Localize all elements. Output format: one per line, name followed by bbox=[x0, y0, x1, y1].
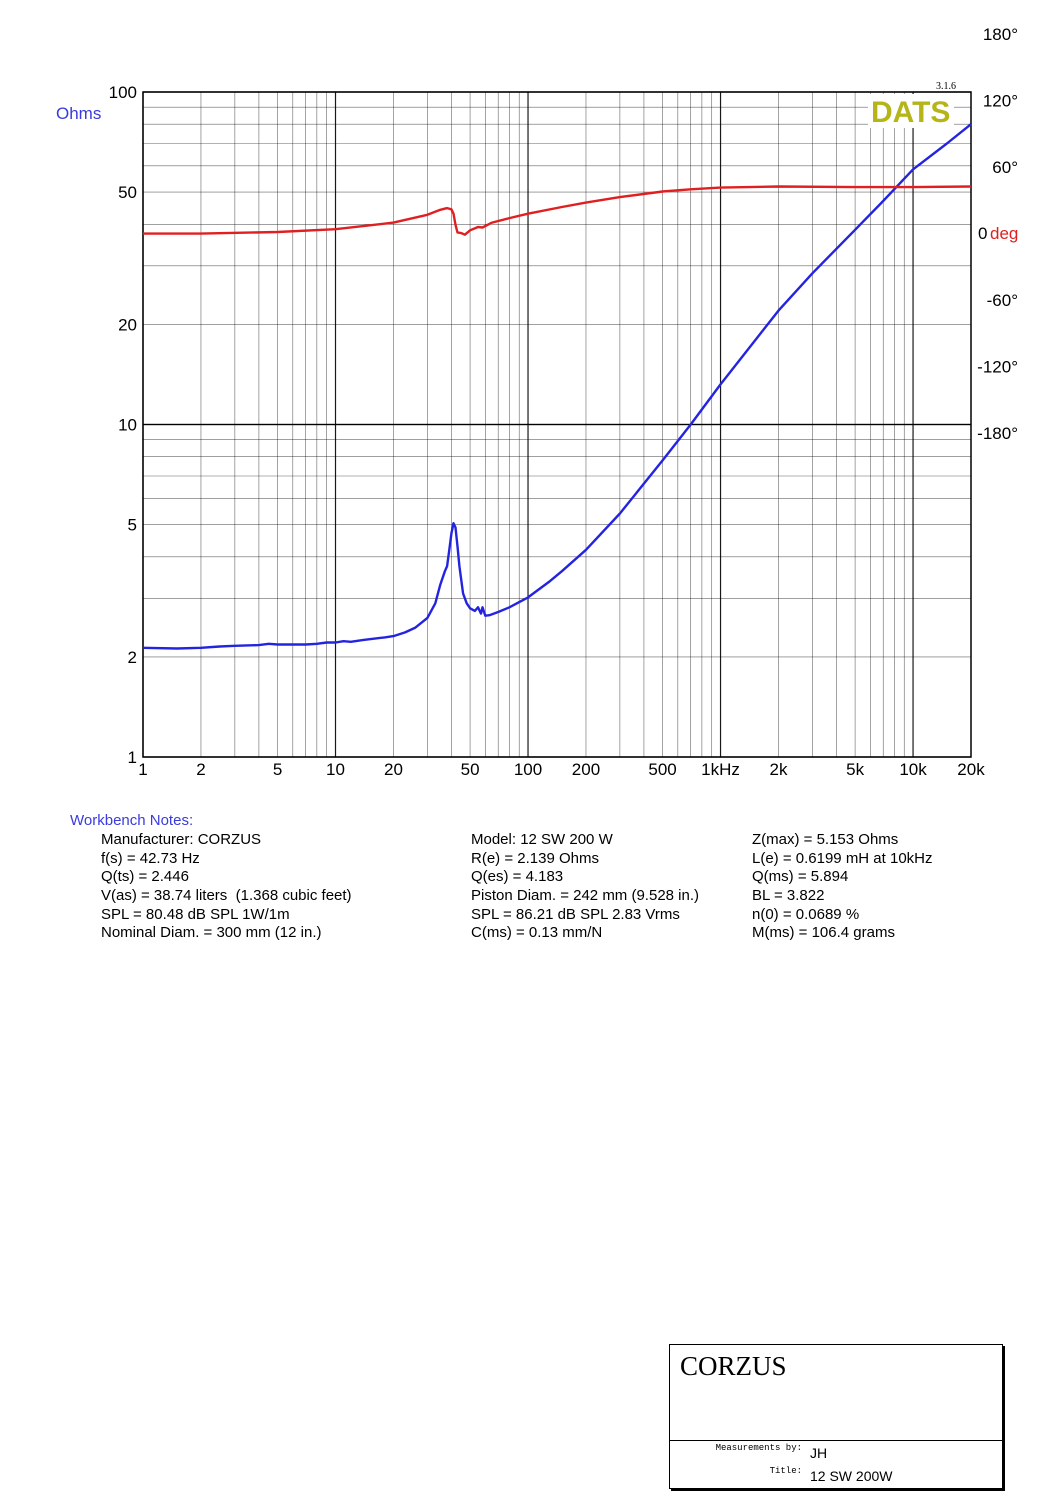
y-right-tick-label: 120° bbox=[983, 92, 1018, 111]
version-label: 3.1.6 bbox=[936, 81, 956, 92]
y-left-tick-label: 20 bbox=[118, 315, 137, 334]
x-tick-label: 200 bbox=[572, 760, 600, 779]
x-tick-label: 5k bbox=[846, 760, 864, 779]
note-line: BL = 3.822 bbox=[752, 887, 825, 905]
y-left-tick-label: 2 bbox=[128, 648, 137, 667]
note-line: Q(es) = 4.183 bbox=[471, 868, 564, 886]
notes-column-2: Model: 12 SW 200 W R(e) = 2.139 Ohms Q(es)… bbox=[471, 831, 699, 943]
x-tick-label: 10 bbox=[326, 760, 345, 779]
y-left-axis-ticks: 1 2 5 10 20 50 100 bbox=[109, 83, 137, 767]
x-tick-label: 5 bbox=[273, 760, 282, 779]
impedance-curve bbox=[142, 123, 972, 650]
x-tick-label: 100 bbox=[514, 760, 542, 779]
title-value: 12 SW 200W bbox=[810, 1468, 893, 1484]
y-right-axis-label: deg bbox=[990, 224, 1018, 243]
x-axis-ticks: 1 2 5 10 20 50 100 200 500 1kHz 2k 5k 10k 20k bbox=[138, 760, 985, 779]
y-left-tick-label: 50 bbox=[118, 183, 137, 202]
y-right-tick-label: 60° bbox=[992, 158, 1018, 177]
notes-title: Workbench Notes: bbox=[70, 812, 194, 829]
y-right-tick-label: -60° bbox=[987, 291, 1018, 310]
y-left-tick-label: 100 bbox=[109, 83, 137, 102]
title-block-company: CORZUS bbox=[680, 1351, 787, 1381]
measured-by-label: Measurements by: bbox=[715, 1443, 802, 1453]
note-line: V(as) = 38.74 liters (1.368 cubic feet) bbox=[101, 887, 352, 905]
note-line: Q(ts) = 2.446 bbox=[101, 868, 189, 886]
note-line: C(ms) = 0.13 mm/N bbox=[471, 924, 603, 942]
x-tick-label: 20k bbox=[957, 760, 985, 779]
note-line: Model: 12 SW 200 W bbox=[471, 831, 613, 848]
y-right-tick-label: 180° bbox=[983, 25, 1018, 44]
chart-grid bbox=[142, 91, 972, 758]
x-tick-label: 50 bbox=[461, 760, 480, 779]
logo-background bbox=[868, 94, 954, 128]
note-line: Nominal Diam. = 300 mm (12 in.) bbox=[101, 924, 322, 942]
y-left-axis-label: Ohms bbox=[56, 104, 101, 123]
x-tick-label: 500 bbox=[648, 760, 676, 779]
title-block: CORZUS Measurements by: JH Title: 12 SW … bbox=[669, 1344, 1003, 1489]
phase-curve bbox=[143, 185, 972, 236]
note-line: f(s) = 42.73 Hz bbox=[101, 849, 200, 867]
note-line: L(e) = 0.6199 mH at 10kHz bbox=[752, 849, 933, 867]
note-line: R(e) = 2.139 Ohms bbox=[471, 849, 599, 867]
note-line: Manufacturer: CORZUS bbox=[101, 831, 262, 848]
x-tick-label: 1 bbox=[138, 760, 147, 779]
note-line: SPL = 86.21 dB SPL 2.83 Vrms bbox=[471, 905, 680, 923]
title-block-divider bbox=[670, 1440, 1002, 1441]
notes-column-3: Z(max) = 5.153 Ohms L(e) = 0.6199 mH at 1… bbox=[752, 831, 933, 943]
note-line: Piston Diam. = 242 mm (9.528 in.) bbox=[471, 887, 700, 905]
y-left-tick-label: 1 bbox=[128, 748, 137, 767]
y-left-tick-label: 10 bbox=[118, 416, 137, 435]
x-tick-label: 10k bbox=[899, 760, 927, 779]
note-line: n(0) = 0.0689 % bbox=[752, 905, 860, 923]
measured-by-value: JH bbox=[810, 1445, 828, 1461]
y-left-tick-label: 5 bbox=[128, 516, 137, 535]
dats-logo: DATS bbox=[871, 96, 950, 129]
title-label: Title: bbox=[769, 1466, 802, 1476]
notes-column-1: Manufacturer: CORZUS f(s) = 42.73 Hz Q(ts)… bbox=[101, 831, 352, 943]
x-tick-label: 1kHz bbox=[701, 760, 740, 779]
y-right-zero-label: 0 bbox=[978, 224, 987, 243]
impedance-phase-chart: 1 2 5 10 20 50 100 200 500 1kHz 2k 5k 10k 20k 1251020… bbox=[56, 25, 1018, 779]
y-right-axis-ticks: 180° 120° 60° -60° -120° -180° bbox=[977, 25, 1018, 443]
note-line: Z(max) = 5.153 Ohms bbox=[752, 831, 899, 848]
y-right-tick-label: -180° bbox=[977, 424, 1018, 443]
x-tick-label: 2 bbox=[196, 760, 205, 779]
y-right-tick-label: -120° bbox=[977, 358, 1018, 377]
x-tick-label: 20 bbox=[384, 760, 403, 779]
x-tick-label: 2k bbox=[770, 760, 788, 779]
note-line: M(ms) = 106.4 grams bbox=[752, 924, 895, 942]
chart-curves bbox=[142, 123, 972, 650]
note-line: SPL = 80.48 dB SPL 1W/1m bbox=[101, 905, 290, 923]
note-line: Q(ms) = 5.894 bbox=[752, 868, 849, 886]
